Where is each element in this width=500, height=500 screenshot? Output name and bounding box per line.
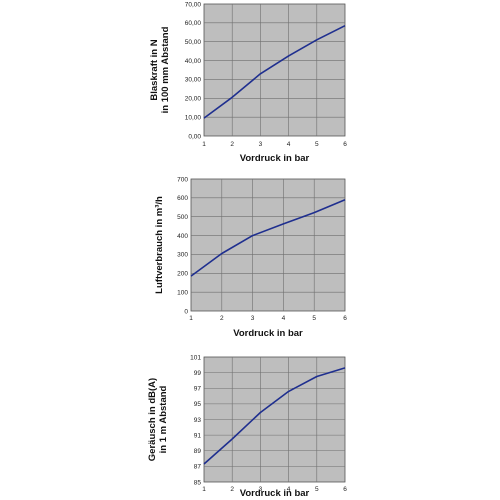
y-tick-label: 30,00 [185,77,202,84]
y-axis-title: Geräusch in dB(A)in 1 m Abstand [147,378,169,461]
x-tick-label: 2 [220,315,224,322]
y-axis-title: Luftverbrauch in m³/h [154,196,165,294]
y-tick-label: 85 [194,479,202,486]
x-tick-label: 2 [230,486,234,493]
x-axis-title: Vordruck in bar [240,488,310,499]
x-tick-label: 3 [259,486,263,493]
y-tick-label: 700 [177,176,188,183]
y-axis-title-line: Geräusch in dB(A) [147,378,158,461]
y-tick-label: 300 [177,252,188,259]
x-tick-label: 4 [287,141,291,148]
y-tick-label: 600 [177,195,188,202]
chart-geraeusch: 1 2 3 4 5 6 85 87 89 91 93 95 97 99 101 Vordruck in bar… [147,354,347,499]
y-axis-title-line: Blaskraft in N [149,39,160,100]
x-tick-label: 1 [202,141,206,148]
x-tick-label: 5 [315,141,319,148]
y-tick-label: 89 [194,448,202,455]
y-tick-label: 20,00 [185,96,202,103]
y-axis-title: Blaskraft in Nin 100 mm Abstand [149,26,171,113]
y-axis-title-line: in 1 m Abstand [158,385,169,453]
y-tick-label: 95 [194,401,202,408]
y-tick-label: 100 [177,289,188,296]
x-tick-label: 2 [230,141,234,148]
chart-luftverbrauch: 1 2 3 4 5 6 0 100 200 300 400 500 600 700 Vordruck in … [154,176,347,339]
y-tick-label: 91 [194,432,202,439]
x-tick-label: 6 [343,486,347,493]
y-tick-label: 40,00 [185,58,202,65]
y-tick-label: 87 [194,464,202,471]
y-tick-label: 500 [177,214,188,221]
x-tick-label: 3 [251,315,255,322]
series-line [190,198,346,277]
x-axis-title: Vordruck in bar [233,328,303,339]
y-axis-title-line: Luftverbrauch in m³/h [154,196,165,294]
y-tick-label: 50,00 [185,39,202,46]
x-tick-label: 4 [287,486,291,493]
chart-blaskraft: 1 2 3 4 5 60,0010,0020,0030,0040,0050,0060,00… [149,1,347,164]
x-tick-label: 1 [189,315,193,322]
plot-area [190,178,346,312]
x-tick-label: 6 [343,141,347,148]
x-tick-label: 1 [202,486,206,493]
y-tick-label: 99 [194,370,202,377]
series-line [203,367,346,465]
y-tick-label: 10,00 [185,114,202,121]
y-tick-label: 70,00 [185,1,202,8]
y-tick-label: 0,00 [188,133,201,140]
x-tick-label: 6 [343,315,347,322]
x-axis-title: Vordruck in bar [240,153,310,164]
x-tick-label: 3 [259,141,263,148]
y-axis-title-line: in 100 mm Abstand [160,26,171,113]
y-tick-label: 0 [184,308,188,315]
x-tick-label: 4 [282,315,286,322]
y-tick-label: 400 [177,233,188,240]
y-tick-label: 97 [194,386,202,393]
y-tick-label: 60,00 [185,20,202,27]
y-tick-label: 93 [194,417,202,424]
y-tick-label: 200 [177,271,188,278]
x-tick-label: 5 [315,486,319,493]
plot-area [203,3,346,137]
x-tick-label: 5 [312,315,316,322]
series-line [203,24,346,119]
y-tick-label: 101 [190,354,201,361]
